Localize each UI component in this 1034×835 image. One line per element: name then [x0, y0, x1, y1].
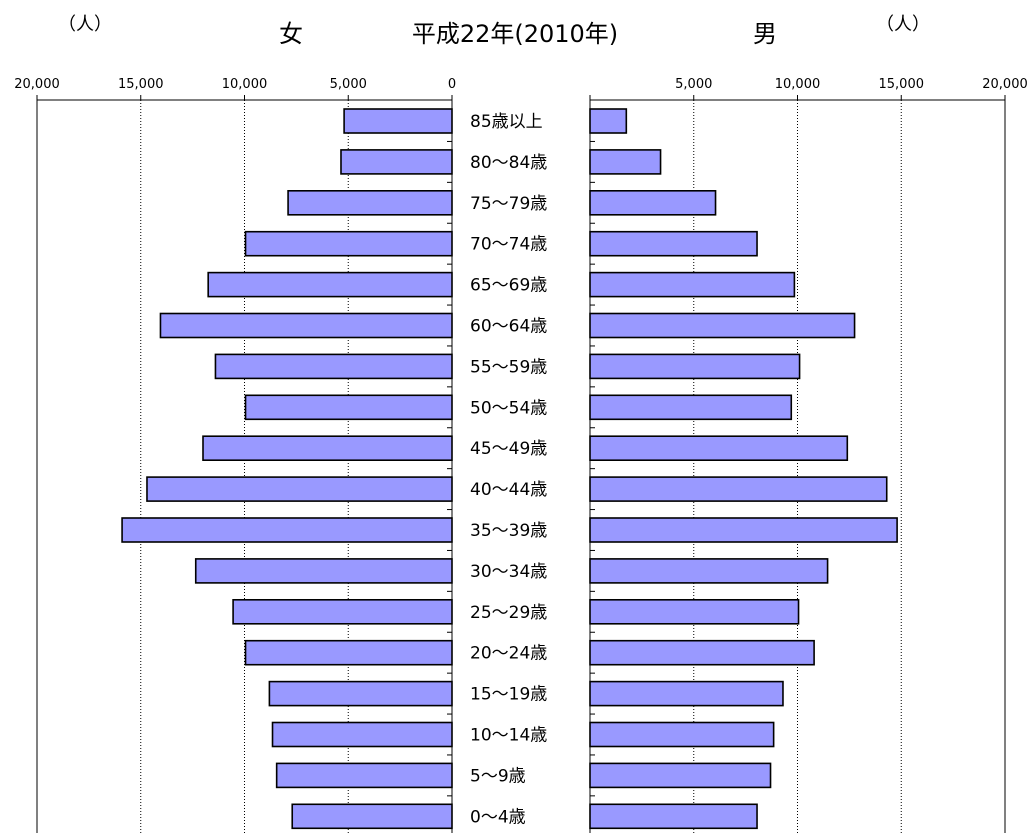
female-bar — [159, 312, 453, 339]
female-bar — [194, 558, 453, 584]
male-bar — [589, 721, 775, 748]
tick-label-right: 5,000 — [675, 77, 712, 92]
tick-label-left: 5,000 — [330, 77, 367, 92]
unit-label-left: （人） — [58, 14, 112, 35]
male-bar — [589, 639, 815, 666]
female-label: 女 — [279, 20, 303, 48]
female-bar — [271, 721, 453, 748]
age-group-label: 70～74歳 — [470, 235, 547, 255]
age-group-label: 40～44歳 — [470, 480, 547, 500]
age-group-label: 20～24歳 — [470, 644, 547, 664]
tick-label-left: 0 — [448, 77, 456, 92]
male-bar — [589, 803, 758, 830]
male-bar — [589, 230, 758, 257]
grid-lines — [140, 100, 902, 833]
male-bar — [589, 558, 829, 584]
female-bar — [121, 517, 453, 543]
male-bar — [589, 435, 849, 462]
tick-label-left: 10,000 — [222, 77, 268, 92]
male-bar — [589, 271, 796, 298]
male-bar — [589, 476, 888, 502]
tick-labels: 20,000 15,000 10,000 5,000 0 5,000 10,000 15,00… — [14, 77, 1028, 92]
female-bar — [268, 680, 453, 707]
female-bar — [244, 394, 453, 421]
female-bar — [207, 271, 453, 298]
male-label: 男 — [753, 20, 777, 48]
female-bar — [244, 639, 453, 666]
tick-label-right: 10,000 — [775, 77, 821, 92]
age-group-label: 55～59歳 — [470, 357, 547, 377]
age-group-label: 65～69歳 — [470, 276, 547, 296]
male-bar — [589, 517, 898, 543]
bars — [121, 108, 898, 830]
female-bar — [291, 803, 453, 830]
age-group-label: 45～49歳 — [470, 439, 547, 459]
female-bar — [275, 762, 453, 789]
age-group-label: 10～14歳 — [470, 726, 547, 746]
age-group-label: 35～39歳 — [470, 521, 547, 541]
chart-title: 平成22年(2010年) — [412, 20, 618, 48]
female-bar — [340, 149, 453, 175]
age-group-label: 25～29歳 — [470, 603, 547, 623]
tick-label-left: 20,000 — [14, 77, 60, 92]
age-group-label: 50～54歳 — [470, 398, 547, 418]
male-bar — [589, 149, 662, 175]
female-bar — [232, 598, 453, 625]
male-bar — [589, 312, 856, 339]
male-bar — [589, 108, 628, 134]
tick-label-right: 20,000 — [982, 77, 1028, 92]
age-group-label: 85歳以上 — [470, 112, 543, 132]
female-bar — [244, 230, 453, 257]
male-bar — [589, 680, 784, 707]
tick-label-left: 15,000 — [118, 77, 164, 92]
female-bar — [287, 190, 453, 216]
male-bar — [589, 598, 800, 625]
age-group-label: 0～4歳 — [470, 807, 526, 827]
female-bar — [343, 108, 453, 134]
tick-label-right: 15,000 — [879, 77, 925, 92]
male-bar — [589, 353, 801, 380]
male-bar — [589, 190, 717, 216]
female-bar — [202, 435, 453, 462]
category-labels: 85歳以上 80～84歳 75～79歳 70～74歳 65～69歳 60～64歳 55～59… — [470, 112, 547, 827]
male-bar — [589, 762, 772, 789]
age-group-label: 75～79歳 — [470, 194, 547, 214]
age-group-label: 15～19歳 — [470, 685, 547, 705]
male-bar — [589, 394, 793, 421]
unit-label-right: （人） — [876, 14, 930, 35]
axes — [36, 95, 1006, 833]
age-group-label: 80～84歳 — [470, 153, 547, 173]
age-group-label: 60～64歳 — [470, 317, 547, 337]
female-bar — [146, 476, 453, 502]
age-group-label: 5～9歳 — [470, 766, 526, 786]
female-bar — [214, 353, 453, 380]
age-group-label: 30～34歳 — [470, 562, 547, 582]
